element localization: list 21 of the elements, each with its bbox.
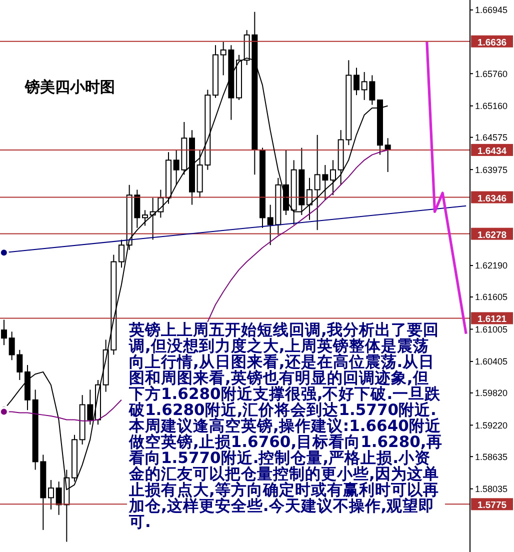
ref-line-label: 1.6636: [477, 37, 507, 48]
y-tick-label: 1.61605: [475, 292, 508, 302]
y-tick-label: 1.66945: [475, 5, 508, 16]
y-tick-label: 1.59220: [475, 420, 508, 430]
y-tick-label: 1.60405: [475, 356, 508, 367]
y-tick-label: 1.64575: [475, 132, 508, 143]
ref-line-label: 1.6346: [477, 193, 507, 204]
y-tick-label: 1.59820: [475, 388, 508, 398]
y-tick-label: 1.62190: [475, 260, 508, 271]
ref-line-label: 1.6434: [477, 146, 508, 157]
y-tick-label: 1.61005: [475, 324, 508, 334]
y-tick-label: 1.63975: [475, 164, 508, 175]
text: 镑美四小时图: [25, 78, 115, 97]
ref-line-label: 1.5775: [477, 500, 508, 512]
y-tick-label: 1.58035: [475, 484, 508, 494]
y-tick-label: 1.58635: [475, 452, 508, 462]
ref-line-label: 1.6121: [477, 314, 508, 326]
ref-line-label: 1.6278: [477, 230, 507, 241]
y-tick-label: 1.65760: [475, 68, 508, 79]
y-tick-label: 1.65160: [475, 101, 508, 112]
text: 英镑上上周五开始短线回调,我分析出了要回调,但没想到力度之大,上周英镑整体是震荡向上行情,从日图来看,还是在高位震荡.从日图和周图来看,英镑也有明显的回调迹象,但下方1.6280附近支撑很强,不好下破.一旦跌破1.6280附近,汇价将会到达1.5770附近.本周建议逢高空英镑,操作建议:1.6640附近做空英镑,止损1.6760,目标看向1.6280,再看向1.5770附近.控制仓量,严格止损.小资金的汇友可以把仓量控制的更小些,因为这单止损有点大,等方向确定时或有赢利时可以再加仓,这样更安全些.今天建议不操作,观望即可.: [129, 321, 442, 531]
